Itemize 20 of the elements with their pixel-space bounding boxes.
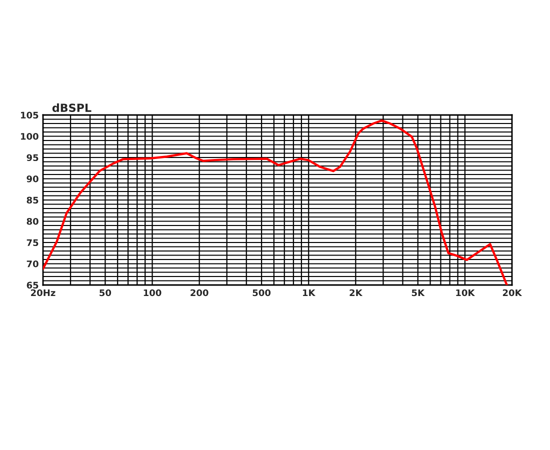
y-tick-label: 65 xyxy=(26,282,38,289)
x-tick-label: 20Hz xyxy=(31,289,56,296)
x-tick-label: 10K xyxy=(456,289,475,296)
x-tick-label: 2K xyxy=(350,289,363,296)
y-tick-label: 100 xyxy=(21,132,38,140)
x-tick-label: 1K xyxy=(302,289,316,296)
x-tick-label: 5K xyxy=(412,289,425,296)
x-tick-label: 200 xyxy=(190,289,208,296)
y-tick-label: 105 xyxy=(21,112,38,119)
y-tick-label: 85 xyxy=(26,196,38,204)
x-tick-label: 500 xyxy=(252,289,271,296)
y-tick-label: 95 xyxy=(26,154,38,162)
x-tick-label: 50 xyxy=(100,289,112,296)
y-tick-label: 75 xyxy=(26,239,38,246)
y-axis-title: dBSPL xyxy=(52,103,92,112)
x-tick-label: 20K xyxy=(502,289,522,296)
x-tick-label: 100 xyxy=(144,289,162,296)
y-tick-label: 90 xyxy=(26,175,38,182)
y-tick-label: 70 xyxy=(26,260,38,268)
y-tick-label: 80 xyxy=(26,218,38,225)
